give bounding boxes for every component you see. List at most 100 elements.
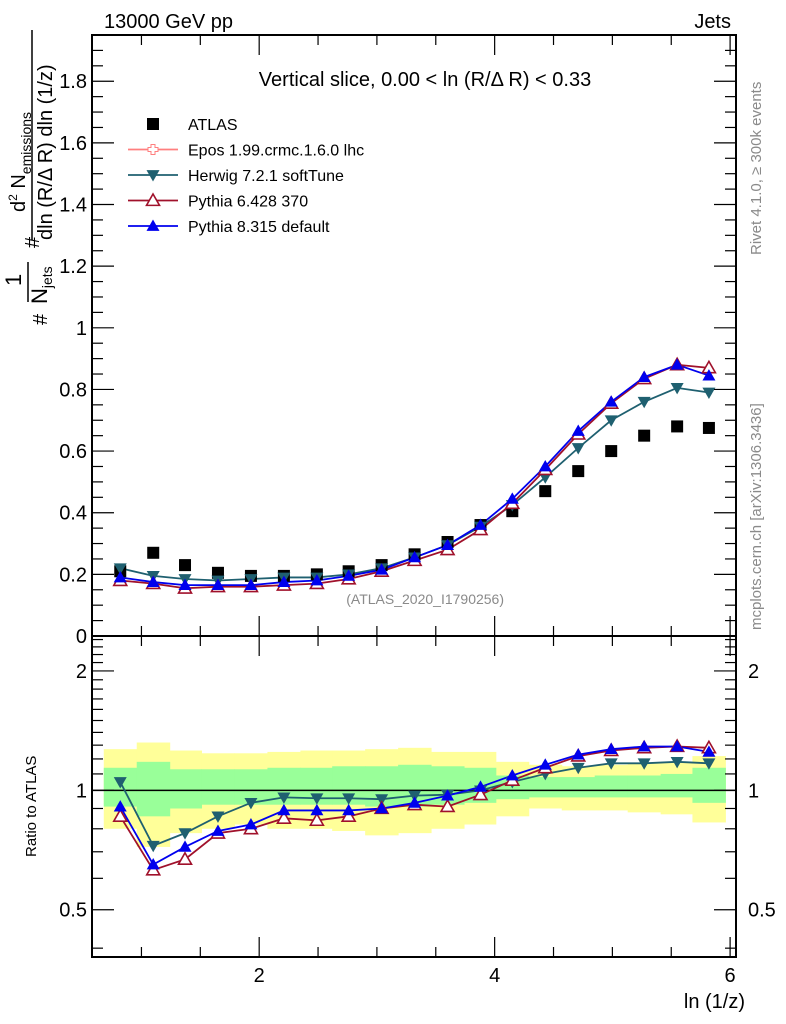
legend-marker — [145, 192, 161, 207]
main-mc-point — [244, 578, 258, 591]
uncertainty-band-green — [528, 777, 563, 798]
y-label-denominator: dln (R/Δ R) dln (1/z) — [35, 64, 57, 240]
main-atlas-point — [179, 559, 192, 572]
main-atlas-point — [702, 421, 715, 434]
main-y-tick-label: 1.2 — [59, 256, 87, 278]
main-mc-point — [702, 369, 716, 381]
main-mc-point — [113, 570, 127, 583]
main-y-axis: 0 0.2 0.4 0.6 0.8 1 1.2 1.4 1.6 1.8 — [59, 34, 736, 648]
ratio-point — [604, 742, 618, 755]
legend-marker — [147, 144, 159, 155]
main-mc-point — [702, 387, 716, 400]
main-mc-point — [277, 575, 291, 587]
ratio-y-tick-label: 2 — [76, 661, 87, 683]
ratio-point — [670, 739, 684, 752]
main-mc-point — [604, 395, 618, 407]
rivet-label: Rivet 4.1.0, ≥ 300k events — [748, 82, 765, 255]
legend-marker — [147, 118, 159, 130]
main-y-tick-label: 0.4 — [59, 503, 87, 525]
ratio-point — [276, 810, 292, 825]
main-y-tick-label: 1 — [76, 318, 87, 340]
x-tick-label: 2 — [254, 965, 265, 987]
ratio-data-layer — [112, 738, 717, 876]
ratio-point — [177, 851, 193, 865]
main-y-label: # 1 Njets # d2 Nemissions dln (R/Δ R) dl… — [1, 30, 57, 325]
main-mc-point — [505, 492, 519, 504]
ratio-point — [571, 748, 585, 760]
ratio-point — [340, 808, 357, 822]
uncertainty-band-green — [136, 761, 171, 817]
legend-label: Pythia 6.428 370 — [188, 194, 308, 211]
ratio-y-tick-label-right: 2 — [748, 661, 759, 683]
ratio-point — [375, 794, 389, 806]
uncertainty-band-green — [201, 769, 235, 805]
legend-label: Epos 1.99.crmc.1.6.0 lhc — [188, 143, 364, 160]
ratio-point — [310, 793, 324, 805]
ratio-point — [604, 758, 618, 770]
main-x-axis — [140, 35, 731, 636]
ratio-point — [408, 796, 422, 808]
main-data-layer — [112, 356, 717, 594]
main-mc-point — [408, 550, 422, 563]
main-title: Vertical slice, 0.00 < ln (R/Δ R) < 0.33 — [259, 69, 591, 91]
ratio-point — [244, 818, 258, 830]
main-atlas-point — [671, 420, 684, 433]
ratio-y-tick-label-right: 1 — [748, 780, 759, 802]
ratio-point — [244, 797, 258, 810]
ratio-point — [146, 840, 160, 853]
ratio-point — [375, 801, 389, 814]
main-y-tick-label: 0.8 — [59, 379, 87, 401]
ratio-point — [637, 739, 651, 752]
main-y-tick-label: 0.2 — [59, 564, 87, 586]
ratio-x-axis: 2 4 6 — [140, 636, 736, 987]
ratio-point — [178, 828, 192, 840]
ratio-frame — [91, 635, 737, 958]
header-left: 13000 GeV pp — [104, 11, 233, 33]
ratio-y-tick-label-right: 0.5 — [748, 900, 776, 922]
main-mc-point — [571, 443, 585, 455]
uncertainty-band-green — [627, 775, 662, 798]
main-panel: 0 0.2 0.4 0.6 0.8 1 1.2 1.4 1.6 1.8 Vertical slic… — [1, 30, 737, 648]
x-tick-label: 6 — [725, 965, 736, 987]
mcplots-label: mcplots.cern.ch [arXiv:1306.3436] — [748, 403, 765, 630]
main-atlas-point — [638, 429, 651, 442]
uncertainty-band-green — [169, 769, 202, 809]
y-label-njets: Njets — [27, 266, 55, 304]
legend-label: ATLAS — [188, 117, 238, 134]
uncertainty-band-green — [561, 777, 596, 798]
main-mc-point — [113, 563, 127, 575]
ratio-point — [505, 768, 519, 781]
uncertainty-band-green — [594, 775, 629, 798]
ratio-y-label: Ratio to ATLAS — [23, 756, 40, 857]
legend-marker — [146, 170, 160, 182]
legend: ATLAS Epos 1.99.crmc.1.6.0 lhc Herwig 7.2.… — [128, 117, 364, 236]
analysis-annotation: (ATLAS_2020_I1790256) — [346, 591, 504, 607]
ratio-point — [571, 762, 585, 775]
ratio-point — [538, 758, 552, 770]
main-mc-point — [474, 518, 488, 530]
ratio-y-tick-label: 1 — [76, 780, 87, 802]
ratio-point — [277, 792, 291, 804]
y-label-one: 1 — [1, 274, 26, 286]
ratio-point — [637, 758, 651, 770]
uncertainty-band-green — [660, 773, 693, 798]
main-mc-point — [342, 569, 356, 581]
legend-label: Pythia 8.315 default — [188, 219, 330, 236]
y-label-hash1: # — [30, 313, 52, 325]
ratio-point — [113, 800, 127, 812]
main-y-tick-label: 1.8 — [59, 71, 87, 93]
legend-label: Herwig 7.2.1 softTune — [188, 168, 344, 185]
y-label-hash2: # — [22, 236, 44, 248]
main-y-tick-label: 0.6 — [59, 441, 87, 463]
main-atlas-point — [539, 485, 552, 498]
ratio-point — [277, 803, 291, 816]
ratio-point — [146, 858, 160, 870]
main-mc-point — [211, 578, 225, 591]
main-y-tick-label: 1.6 — [59, 133, 87, 155]
ratio-point — [472, 786, 489, 801]
ratio-point — [308, 812, 325, 827]
main-mc-point — [375, 563, 389, 575]
main-mc-point — [637, 396, 651, 409]
header-right: Jets — [694, 11, 731, 33]
